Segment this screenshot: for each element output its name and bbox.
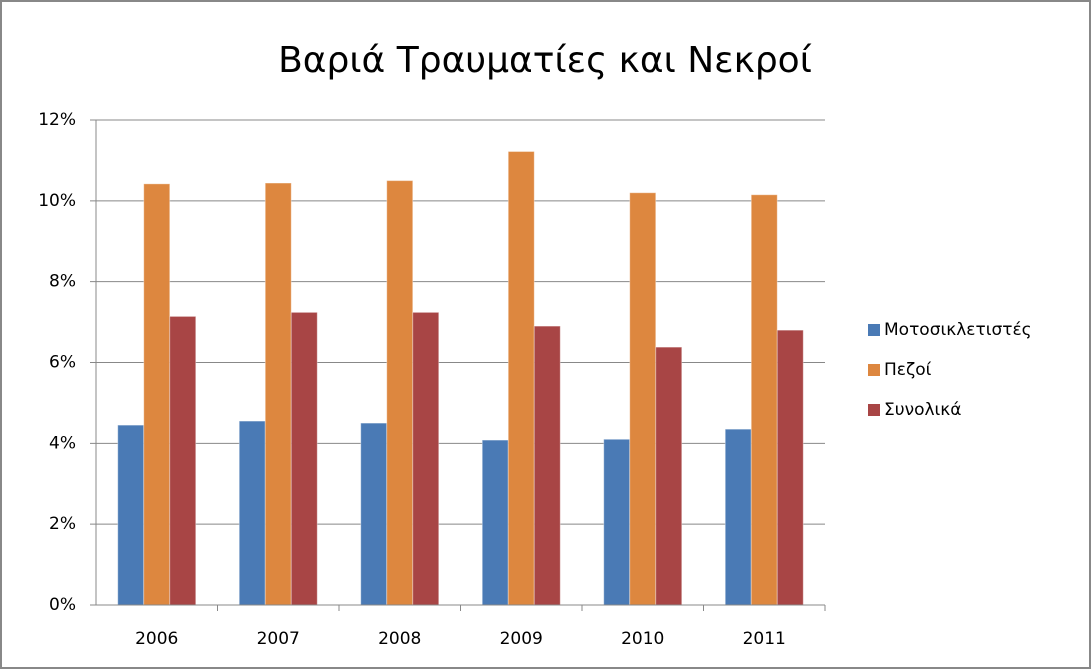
y-tick-label: 12%	[38, 110, 76, 130]
y-tick-label: 4%	[49, 433, 76, 453]
bar	[724, 428, 752, 606]
x-tick-label: 2006	[135, 629, 178, 649]
y-tick-label: 2%	[49, 514, 76, 534]
bar	[412, 311, 440, 606]
x-tick-label: 2010	[621, 629, 664, 649]
bar	[169, 315, 197, 606]
y-tick-label: 8%	[49, 272, 76, 292]
legend-label: Συνολικά	[884, 400, 962, 420]
x-tick-label: 2011	[743, 629, 786, 649]
legend-label: Μοτοσικλετιστές	[884, 320, 1032, 340]
bar	[655, 346, 683, 606]
bar	[481, 439, 509, 606]
bar	[507, 151, 535, 606]
chart-title: Βαριά Τραυματίες και Νεκροί	[278, 40, 812, 81]
legend-label: Πεζοί	[884, 360, 932, 380]
bar	[117, 424, 145, 606]
y-tick-label: 10%	[38, 191, 76, 211]
x-tick-label: 2008	[378, 629, 421, 649]
bar	[603, 438, 631, 606]
bar	[629, 192, 657, 606]
x-tick-label: 2009	[500, 629, 543, 649]
legend-swatch	[868, 324, 880, 336]
y-tick-label: 0%	[49, 595, 76, 615]
bar	[360, 422, 388, 606]
bar	[143, 183, 171, 606]
bar	[776, 329, 804, 606]
x-tick-label: 2007	[257, 629, 300, 649]
bar	[290, 311, 318, 606]
bar	[264, 182, 292, 606]
bar	[750, 194, 778, 606]
legend-swatch	[868, 364, 880, 376]
bar	[533, 325, 561, 606]
bar	[238, 420, 266, 606]
bar	[386, 180, 414, 606]
y-tick-label: 6%	[49, 353, 76, 373]
legend-swatch	[868, 404, 880, 416]
